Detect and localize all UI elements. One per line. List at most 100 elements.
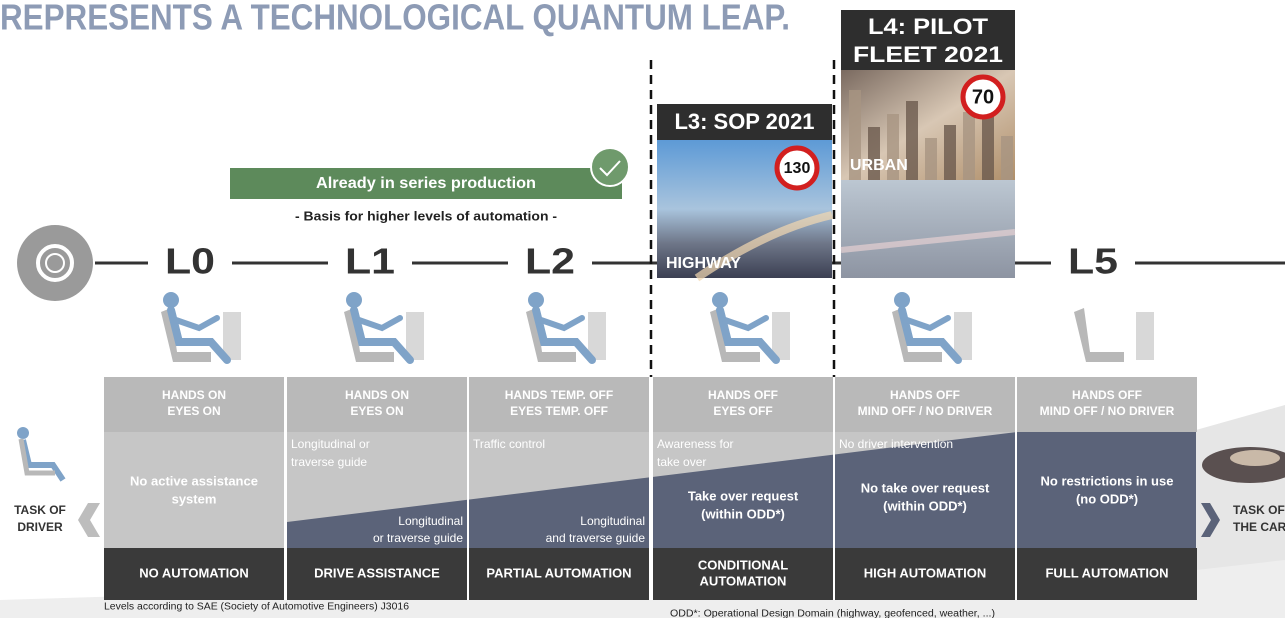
car-glass (1230, 450, 1280, 466)
header-text: HANDS ON (162, 388, 226, 402)
head (346, 292, 362, 308)
check-mark (599, 160, 621, 177)
title: REPRESENTS A TECHNOLOGICAL QUANTUM LEAP. (0, 0, 790, 38)
header-text: EYES OFF (713, 404, 772, 418)
road-lights (840, 229, 1016, 253)
speed-sign (774, 145, 820, 191)
footer-text: AUTOMATION (700, 573, 787, 588)
floor-band (1196, 405, 1285, 570)
guide-text: and traverse guide (546, 531, 646, 545)
dashboard (588, 312, 606, 360)
header-text: EYES TEMP. OFF (510, 404, 608, 418)
header-text: MIND OFF / NO DRIVER (1040, 404, 1175, 418)
footer-text: HIGH AUTOMATION (864, 565, 987, 580)
header-cell (1017, 377, 1197, 432)
driver-icon (17, 427, 66, 482)
dashboard (1136, 312, 1154, 360)
start-ring (36, 244, 74, 282)
body (350, 306, 414, 364)
note-text: take over (657, 455, 706, 469)
header-text: HANDS OFF (1072, 388, 1142, 402)
building (944, 125, 956, 180)
right-chevron (1201, 503, 1220, 537)
guide-text: Longitudinal (580, 514, 645, 528)
seat-icon (526, 292, 606, 364)
start-dot (45, 253, 65, 273)
footer-text: DRIVE ASSISTANCE (314, 565, 440, 580)
seat (161, 308, 211, 362)
footer-cell (469, 548, 649, 600)
dashboard (223, 312, 241, 360)
body-car (287, 432, 1196, 548)
callout-head (657, 104, 832, 140)
note-text: Awareness for (657, 437, 733, 451)
level-label: L5 (1068, 241, 1118, 282)
header-text: HANDS ON (345, 388, 409, 402)
side-label: THE CAR (1233, 520, 1285, 534)
side-label: TASK OF (14, 503, 66, 517)
header-text: HANDS TEMP. OFF (505, 388, 613, 402)
guide-text: Longitudinal (398, 514, 463, 528)
building (849, 90, 861, 180)
side-label: DRIVER (17, 520, 63, 534)
header-text: MIND OFF / NO DRIVER (858, 404, 993, 418)
dashboard (406, 312, 424, 360)
arm (173, 315, 220, 332)
footer-cell (835, 548, 1015, 600)
body (167, 306, 231, 364)
level-label: L2 (525, 241, 575, 282)
level-label: L1 (345, 241, 395, 282)
building (887, 114, 899, 180)
speed-sign (960, 74, 1006, 120)
timeline-gap (1051, 240, 1135, 286)
header-cell (835, 377, 1015, 432)
note-text: traverse guide (291, 455, 367, 469)
building (906, 101, 918, 180)
header-text: EYES ON (350, 404, 403, 418)
arm (356, 315, 403, 332)
side-label: TASK OF (1233, 503, 1285, 517)
check-badge (590, 147, 630, 187)
main-text: Take over request (688, 488, 799, 503)
main-text: system (172, 491, 217, 506)
head (894, 292, 910, 308)
column-gap (649, 377, 653, 600)
footer-cell (1017, 548, 1197, 600)
header-cell (104, 377, 284, 432)
timeline-gap (148, 240, 232, 286)
head (528, 292, 544, 308)
head (17, 427, 29, 439)
footer-text: CONDITIONAL (698, 557, 788, 572)
arm (904, 315, 951, 332)
column-gap (284, 377, 287, 600)
road-image (841, 180, 1015, 278)
column-gap (833, 377, 835, 600)
building (925, 138, 937, 180)
column-gap (1015, 377, 1017, 600)
guide-text: or traverse guide (373, 531, 463, 545)
footer-text: FULL AUTOMATION (1045, 565, 1168, 580)
body (716, 306, 780, 364)
seat (526, 308, 576, 362)
building (868, 127, 880, 180)
building (963, 112, 975, 180)
dashboard (954, 312, 972, 360)
banner-label: Already in series production (316, 175, 536, 192)
head (712, 292, 728, 308)
header-cell (287, 377, 467, 432)
footnote: Levels according to SAE (Society of Auto… (104, 602, 409, 613)
header-cell (469, 377, 649, 432)
header-text: HANDS OFF (890, 388, 960, 402)
main-text: No restrictions in use (1041, 473, 1174, 488)
body (898, 306, 962, 364)
note-text: No driver intervention (839, 437, 953, 451)
dashboard (772, 312, 790, 360)
header-text: EYES ON (167, 404, 220, 418)
main-text: (within ODD*) (883, 498, 967, 513)
seat (18, 438, 55, 476)
body (532, 306, 596, 364)
speed-label: 70 (972, 86, 994, 108)
column-gap (467, 377, 469, 600)
